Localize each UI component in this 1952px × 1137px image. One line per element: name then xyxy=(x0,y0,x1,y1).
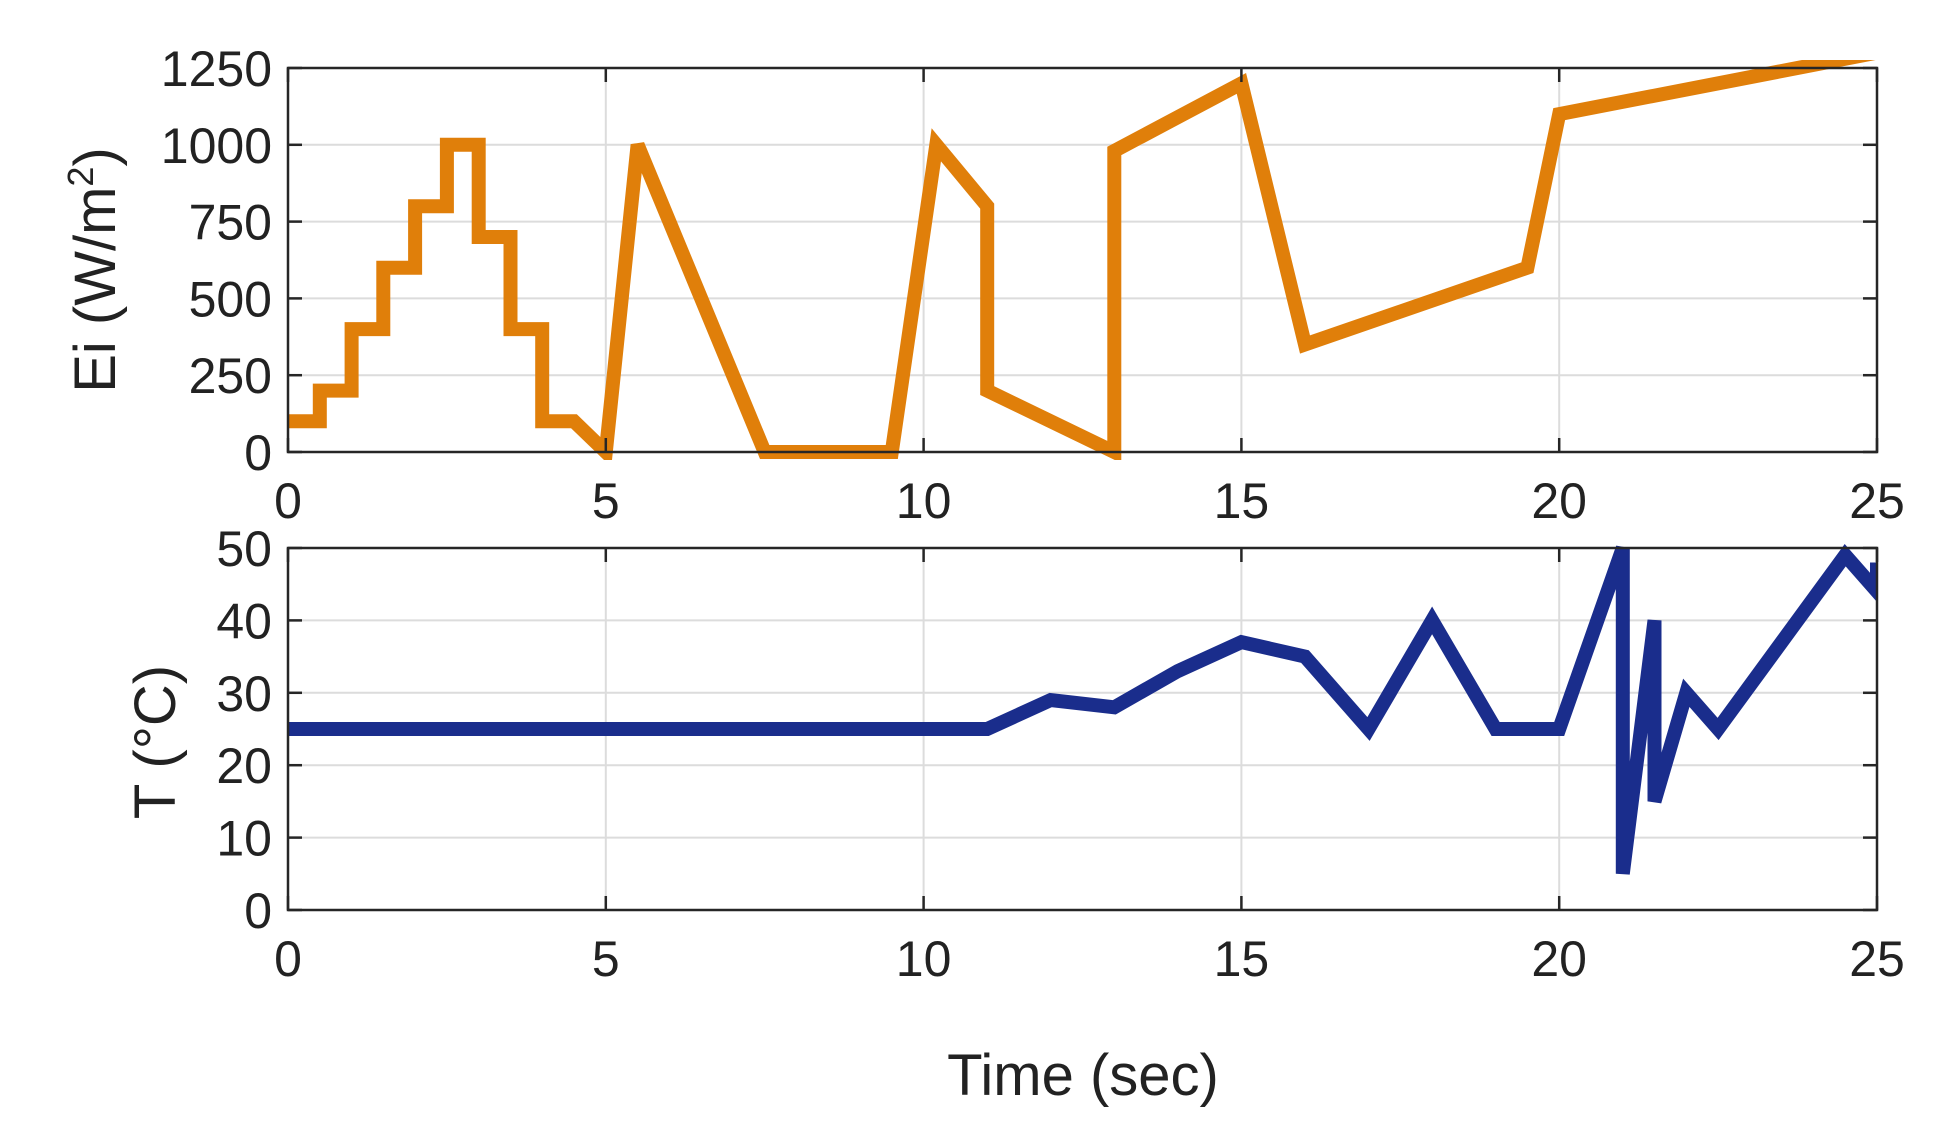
irradiance-y-tick-label: 750 xyxy=(189,195,272,251)
temperature-y-tick-label: 10 xyxy=(216,811,272,867)
irradiance-y-tick-label: 1000 xyxy=(161,118,272,174)
temperature-y-axis-title: T (°C) xyxy=(123,665,188,819)
irradiance-y-tick-label: 500 xyxy=(189,271,272,327)
irradiance-axes-box xyxy=(286,66,1879,454)
irradiance-series xyxy=(288,60,1876,460)
temperature-y-tick-label: 20 xyxy=(216,738,272,794)
irradiance-x-tick-label: 0 xyxy=(274,473,302,529)
temperature-x-tick-label: 25 xyxy=(1849,931,1905,987)
irradiance-x-tick-label: 25 xyxy=(1849,473,1905,529)
irradiance-series-line xyxy=(288,60,1876,460)
temperature-series xyxy=(288,544,1877,875)
irradiance-x-tick-label: 5 xyxy=(592,473,620,529)
irradiance-y-tick-label: 0 xyxy=(244,425,272,481)
irradiance-x-tick-label: 20 xyxy=(1531,473,1587,529)
temperature-ticks: 0 5 10 15 20 25 0 10 20 30 40 50 xyxy=(216,521,1904,987)
temperature-y-tick-label: 50 xyxy=(216,521,272,577)
irradiance-grid xyxy=(288,68,1877,452)
temperature-panel: 0 5 10 15 20 25 0 10 20 30 40 50 T (°C) Time (sec) xyxy=(123,521,1905,1108)
temperature-x-tick-label: 20 xyxy=(1531,931,1587,987)
temperature-x-tick-label: 0 xyxy=(274,931,302,987)
temperature-axes-box xyxy=(286,546,1879,912)
temperature-y-tick-label: 30 xyxy=(216,666,272,722)
irradiance-y-tick-label: 250 xyxy=(189,348,272,404)
temperature-grid xyxy=(288,548,1877,910)
temperature-series-line xyxy=(288,544,1877,875)
temperature-x-tick-label: 15 xyxy=(1214,931,1270,987)
temperature-y-tick-label: 40 xyxy=(216,593,272,649)
irradiance-y-axis-title: Ei (W/m2) xyxy=(60,147,128,393)
temperature-x-tick-label: 10 xyxy=(896,931,952,987)
irradiance-x-tick-label: 10 xyxy=(896,473,952,529)
irradiance-y-tick-label: 1250 xyxy=(161,41,272,97)
temperature-x-tick-label: 5 xyxy=(592,931,620,987)
temperature-x-axis-title: Time (sec) xyxy=(947,1043,1219,1108)
irradiance-x-tick-label: 15 xyxy=(1214,473,1270,529)
temperature-y-tick-label: 0 xyxy=(244,883,272,939)
